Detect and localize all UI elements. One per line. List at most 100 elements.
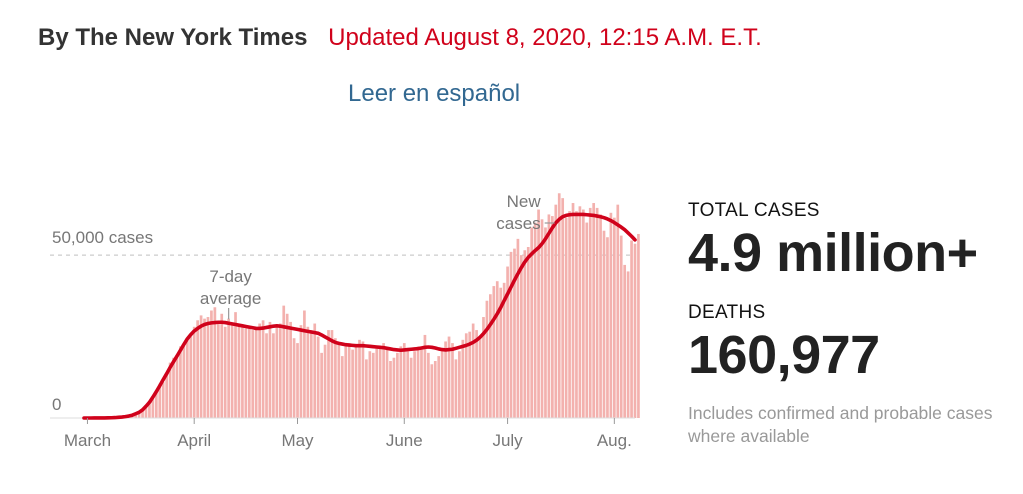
new-cases-bar bbox=[313, 323, 317, 418]
new-cases-bar bbox=[254, 328, 258, 418]
new-cases-bar bbox=[347, 343, 351, 418]
new-cases-bar bbox=[609, 212, 613, 418]
new-cases-bar bbox=[172, 357, 175, 418]
cases-chart: 0 50,000 cases March April May June July Aug. 7-… bbox=[50, 192, 640, 450]
new-cases-bar bbox=[547, 214, 551, 418]
new-cases-bar bbox=[430, 364, 434, 418]
new-cases-bar bbox=[337, 343, 341, 418]
new-cases-bar bbox=[189, 336, 193, 418]
new-cases-bar bbox=[148, 401, 151, 418]
byline: By The New York Times Updated August 8, … bbox=[38, 24, 762, 52]
new-cases-bar bbox=[399, 346, 403, 418]
new-cases-bar bbox=[471, 323, 475, 418]
new-cases-bar bbox=[523, 250, 527, 418]
new-cases-annotation-text: New bbox=[507, 192, 542, 211]
new-cases-bar bbox=[371, 352, 375, 418]
new-cases-bar bbox=[334, 338, 337, 418]
new-cases-bar bbox=[416, 346, 420, 418]
new-cases-bar bbox=[599, 214, 602, 418]
new-cases-bar bbox=[461, 339, 465, 418]
new-cases-bar bbox=[368, 351, 372, 418]
new-cases-bar bbox=[241, 326, 244, 418]
new-cases-bar bbox=[406, 351, 410, 418]
new-cases-bar bbox=[358, 339, 361, 418]
new-cases-bar bbox=[582, 209, 585, 418]
new-cases-bar bbox=[509, 251, 513, 418]
new-cases-bar bbox=[530, 227, 534, 418]
new-cases-bar bbox=[258, 323, 261, 418]
new-cases-bar bbox=[227, 318, 230, 418]
new-cases-bar bbox=[165, 374, 168, 418]
average-annotation-text: 7-day bbox=[209, 267, 252, 286]
x-tick-label: Aug. bbox=[597, 431, 632, 450]
new-cases-bar bbox=[203, 318, 206, 418]
new-cases-bar bbox=[327, 330, 330, 418]
new-cases-bar bbox=[210, 310, 213, 418]
new-cases-bar bbox=[137, 411, 141, 418]
new-cases-bar bbox=[182, 343, 186, 418]
new-cases-bar bbox=[513, 248, 516, 418]
new-cases-bar bbox=[216, 323, 220, 418]
author-credit: By The New York Times bbox=[38, 24, 308, 51]
new-cases-bar bbox=[564, 217, 568, 418]
new-cases-bar bbox=[585, 222, 589, 418]
new-cases-bar bbox=[392, 357, 396, 418]
new-cases-bar bbox=[464, 333, 468, 418]
new-cases-bar bbox=[492, 286, 496, 418]
new-cases-bar bbox=[375, 347, 379, 418]
new-cases-bar bbox=[223, 326, 227, 418]
total-cases-label: TOTAL CASES bbox=[688, 200, 820, 221]
x-tick-label: June bbox=[386, 431, 423, 450]
new-cases-bar bbox=[213, 307, 217, 418]
new-cases-bar bbox=[303, 310, 306, 418]
new-cases-bar bbox=[551, 216, 554, 418]
new-cases-bar bbox=[633, 243, 637, 418]
new-cases-bar bbox=[385, 349, 389, 418]
spanish-language-link[interactable]: Leer en español bbox=[348, 80, 521, 107]
new-cases-bar bbox=[592, 203, 596, 418]
new-cases-bar bbox=[365, 359, 368, 418]
deaths-value: 160,977 bbox=[688, 325, 880, 385]
new-cases-bar bbox=[557, 193, 561, 418]
new-cases-bar bbox=[630, 240, 633, 418]
new-cases-bar bbox=[478, 338, 482, 418]
average-annotation-text: average bbox=[200, 289, 261, 308]
new-cases-bar bbox=[299, 325, 303, 418]
new-cases-bar bbox=[151, 396, 155, 418]
new-cases-bar bbox=[206, 317, 210, 418]
new-cases-bar bbox=[144, 404, 148, 418]
new-cases-bar bbox=[489, 294, 492, 418]
seven-day-average-line bbox=[82, 212, 637, 420]
updated-timestamp: Updated August 8, 2020, 12:15 A.M. E.T. bbox=[328, 24, 762, 51]
new-cases-bar bbox=[409, 357, 413, 418]
new-cases-bar bbox=[354, 344, 358, 418]
new-cases-bar bbox=[402, 343, 406, 418]
new-cases-bar bbox=[616, 204, 620, 418]
new-cases-bar bbox=[168, 362, 172, 418]
new-cases-bar bbox=[454, 359, 458, 418]
x-tick-label: July bbox=[492, 431, 523, 450]
new-cases-bar bbox=[161, 382, 165, 418]
new-cases-bar bbox=[316, 336, 320, 418]
x-tick-label: March bbox=[64, 431, 111, 450]
new-cases-bar bbox=[447, 336, 451, 418]
data-footnote: Includes confirmed and probable cases wh… bbox=[688, 403, 993, 446]
new-cases-bar bbox=[485, 300, 489, 418]
new-cases-bar bbox=[595, 207, 599, 418]
new-cases-bar bbox=[602, 230, 606, 418]
new-cases-bar bbox=[626, 271, 630, 418]
new-cases-bar bbox=[502, 282, 506, 418]
stats-panel: TOTAL CASES 4.9 million+ DEATHS 160,977 … bbox=[688, 200, 998, 448]
new-cases-bar bbox=[292, 338, 296, 418]
new-cases-bar bbox=[361, 341, 365, 418]
new-cases-bar bbox=[179, 346, 182, 418]
new-cases-bar bbox=[606, 237, 609, 418]
new-cases-bar bbox=[237, 325, 241, 418]
new-cases-bar bbox=[378, 346, 382, 418]
new-cases-bar bbox=[323, 344, 327, 418]
new-cases-bar bbox=[251, 330, 255, 418]
new-cases-bar bbox=[247, 326, 251, 418]
new-cases-bar bbox=[141, 408, 144, 418]
new-cases-bar bbox=[516, 238, 520, 418]
total-cases-value: 4.9 million+ bbox=[688, 223, 978, 283]
